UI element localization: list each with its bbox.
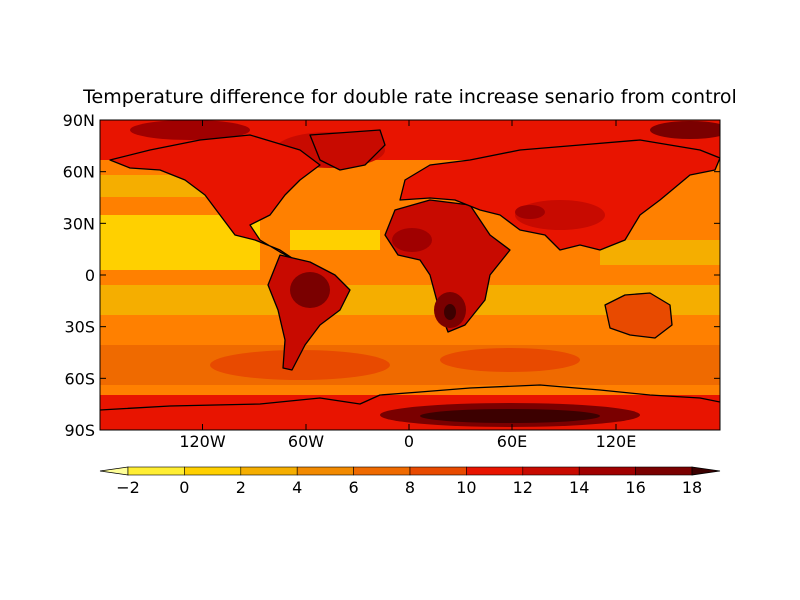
arctic-hot-spot [650,121,720,139]
southern-ocean-band [100,345,720,385]
australia [604,292,673,339]
colorbar-tick-label: 4 [292,478,302,497]
lat-tick-label: 30N [63,214,95,233]
colorbar-tick-label: 0 [179,478,189,497]
colorbar-tick-label: −2 [116,478,140,497]
lon-tick-label: 60E [497,432,527,451]
colorbar-tick-label: 12 [513,478,533,497]
continents [100,129,720,411]
colorbar-swatch [578,466,636,476]
colorbar-extend-high [691,466,721,476]
antarctica [100,384,720,411]
colorbar: −2 0 2 4 6 8 10 12 14 16 18 [99,466,721,497]
colorbar-tick-label: 2 [236,478,246,497]
colorbar-tick-label: 18 [682,478,702,497]
lon-tick-label: 60W [288,432,324,451]
eurasia [399,139,720,251]
south-america [267,254,351,371]
lat-tick-label: 90N [63,111,95,130]
lon-tick-label: 120E [596,432,637,451]
sahara-hot-spot [392,228,432,252]
arctic-hot-spot [130,120,250,140]
middle-east-hot-spot [515,205,545,219]
colorbar-tick-label: 6 [349,478,359,497]
southern-hot-spot [440,348,580,372]
colorbar-swatch [409,466,467,476]
longitude-axis: 120W 60W 0 60E 120E [179,120,636,451]
colorbar-swatch [184,466,242,476]
map-title: Temperature difference for double rate i… [82,86,737,108]
colorbar-tick-label: 14 [569,478,589,497]
amazon-hot-spot [290,272,330,308]
lon-tick-label: 120W [179,432,226,451]
colorbar-swatch [635,466,693,476]
lon-tick-label: 0 [404,432,414,451]
lat-tick-label: 90S [64,421,95,440]
colorbar-tick-label: 10 [456,478,476,497]
lat-tick-label: 30S [64,318,95,337]
lat-tick-label: 0 [85,266,95,285]
southern-hot-spot [210,350,390,380]
north-america [109,134,321,261]
colorbar-tick-label: 16 [625,478,645,497]
antarctic-hot-spot [420,409,600,423]
latitude-axis: 90N 60N 30N 0 30S 60S 90S [63,111,720,440]
colorbar-swatch [353,466,411,476]
colorbar-swatch [522,466,580,476]
colorbar-swatch [240,466,298,476]
colorbar-swatch [296,466,354,476]
colorbar-swatch [466,466,524,476]
southern-africa-core [444,304,456,320]
atlantic-tropical-band [290,230,380,250]
west-pacific-band [600,240,720,265]
lat-tick-label: 60N [63,163,95,182]
lat-tick-label: 60S [64,369,95,388]
colorbar-tick-label: 8 [405,478,415,497]
colorbar-extend-low [99,466,129,476]
greenland [309,129,386,171]
land-hot-spots [290,200,605,328]
map-panel [100,120,720,430]
colorbar-swatch [127,466,185,476]
